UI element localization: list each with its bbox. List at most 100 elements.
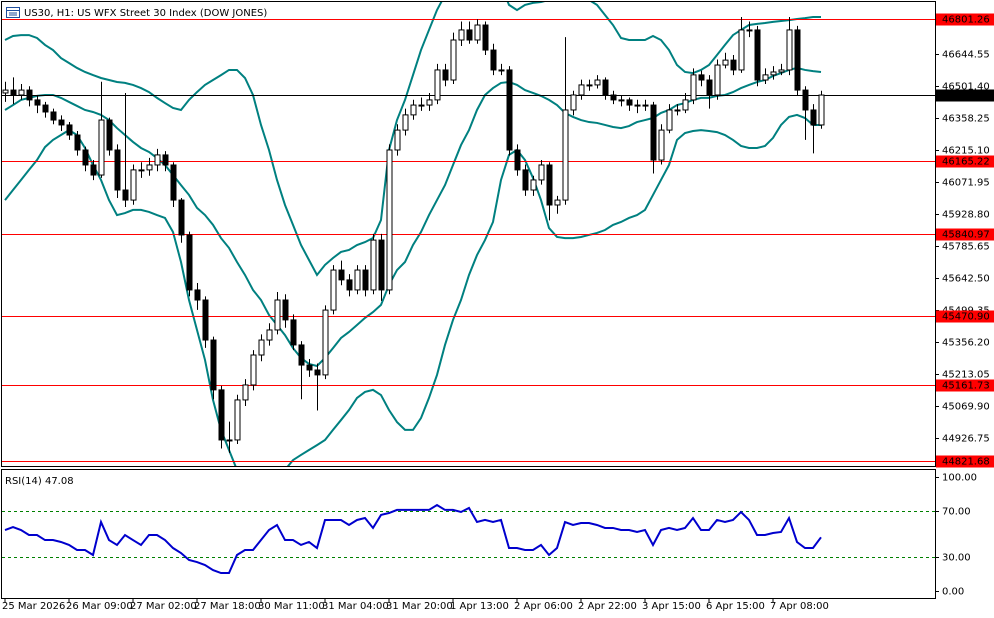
x-tick-label: 25 Mar 2026 xyxy=(2,601,65,612)
y-tick-label: 46644.55 xyxy=(942,50,990,61)
candle-body xyxy=(98,119,105,176)
candle-body xyxy=(650,104,657,161)
candle-body xyxy=(202,299,209,341)
candle-body xyxy=(506,69,513,151)
level-label: 44821.68 xyxy=(942,457,990,468)
y-tick-label: 45642.50 xyxy=(942,274,990,285)
rsi-line xyxy=(4,503,822,575)
candle-body xyxy=(442,69,449,81)
candle-body xyxy=(466,29,473,41)
main-frame xyxy=(1,1,936,467)
candle-body xyxy=(754,29,761,81)
candle-body xyxy=(138,169,145,172)
level-tag xyxy=(936,155,994,168)
y-tick-label: 45785.65 xyxy=(942,242,990,253)
x-tick-label: 31 Mar 04:00 xyxy=(322,601,389,612)
candle-body xyxy=(218,389,225,441)
y-tick-label: 30.00 xyxy=(942,553,971,564)
candle-body xyxy=(794,29,801,91)
candle-body xyxy=(594,79,601,86)
candle-body xyxy=(154,154,161,166)
x-tick-label: 2 Apr 06:00 xyxy=(514,601,573,612)
candle-body xyxy=(378,239,385,291)
candle-body xyxy=(658,129,665,161)
candle-body xyxy=(402,114,409,131)
candle-body xyxy=(194,289,201,301)
candle-body xyxy=(634,104,641,107)
y-tick-label: 46215.10 xyxy=(942,146,990,157)
candle-body xyxy=(426,99,433,106)
y-tick-label: 100.00 xyxy=(942,473,977,484)
candle-body xyxy=(290,319,297,346)
candle-body xyxy=(338,269,345,281)
candle-body xyxy=(242,384,249,401)
candle-body xyxy=(434,69,441,101)
last-price-tag xyxy=(936,89,994,102)
candle-body xyxy=(674,109,681,112)
candle-body xyxy=(586,84,593,87)
candle-body xyxy=(106,119,113,151)
level-label: 46801.26 xyxy=(942,15,990,26)
candle-body xyxy=(762,74,769,81)
x-tick-label: 7 Apr 08:00 xyxy=(770,601,829,612)
x-tick-label: 3 Apr 15:00 xyxy=(642,601,701,612)
candle-body xyxy=(330,269,337,311)
level-tag xyxy=(936,455,994,468)
band-upper xyxy=(4,2,821,277)
candle-body xyxy=(386,149,393,291)
candle-body xyxy=(322,309,329,376)
chart-title: US30, H1: US WFX Street 30 Index (DOW JO… xyxy=(24,8,267,19)
candle-body xyxy=(458,29,465,41)
candle-body xyxy=(146,164,153,171)
candle-body xyxy=(114,149,121,191)
candle-body xyxy=(362,269,369,291)
candle-body xyxy=(234,399,241,441)
level-label: 45470.90 xyxy=(942,312,990,323)
candle-body xyxy=(642,104,649,107)
candle-body xyxy=(626,99,633,106)
y-tick-label: 45069.90 xyxy=(942,402,990,413)
level-tag xyxy=(936,228,994,241)
candle-body xyxy=(690,74,697,101)
rsi-frame xyxy=(1,469,936,599)
candle-body xyxy=(610,94,617,101)
y-tick-label: 46071.95 xyxy=(942,178,990,189)
candle-body xyxy=(746,29,753,32)
candle-body xyxy=(210,339,217,391)
level-tag xyxy=(936,13,994,26)
candle-body xyxy=(266,329,273,341)
candle-body xyxy=(394,129,401,151)
candle-body xyxy=(10,89,17,96)
last-price-label: 46460.74 xyxy=(942,91,990,102)
level-label: 45840.97 xyxy=(942,230,990,241)
level-tag xyxy=(936,379,994,392)
x-tick-label: 26 Mar 09:00 xyxy=(66,601,133,612)
candle-body xyxy=(450,39,457,81)
candle-body xyxy=(778,69,785,73)
candle-body xyxy=(682,99,689,111)
candle-body xyxy=(698,74,705,81)
candle-body xyxy=(498,69,505,72)
candle-body xyxy=(818,94,825,126)
candle-body xyxy=(306,364,313,371)
candle-body xyxy=(58,119,65,126)
candle-body xyxy=(18,89,25,96)
candle-body xyxy=(26,89,33,101)
y-tick-label: 45213.05 xyxy=(942,370,990,381)
candle-body xyxy=(546,164,553,206)
y-tick-label: 70.00 xyxy=(942,507,971,518)
y-tick-label: 46501.40 xyxy=(942,82,990,93)
candle-body xyxy=(730,59,737,71)
level-label: 45161.73 xyxy=(942,381,990,392)
candle-body xyxy=(618,99,625,102)
y-tick-label: 45356.20 xyxy=(942,338,990,349)
candle-body xyxy=(666,109,673,131)
candle-body xyxy=(162,154,169,166)
candle-body xyxy=(538,164,545,181)
candle-body xyxy=(490,49,497,71)
candle-body xyxy=(42,104,49,113)
candle-body xyxy=(90,164,97,176)
candle-body xyxy=(706,79,713,96)
y-tick-label: 0.00 xyxy=(942,587,964,598)
